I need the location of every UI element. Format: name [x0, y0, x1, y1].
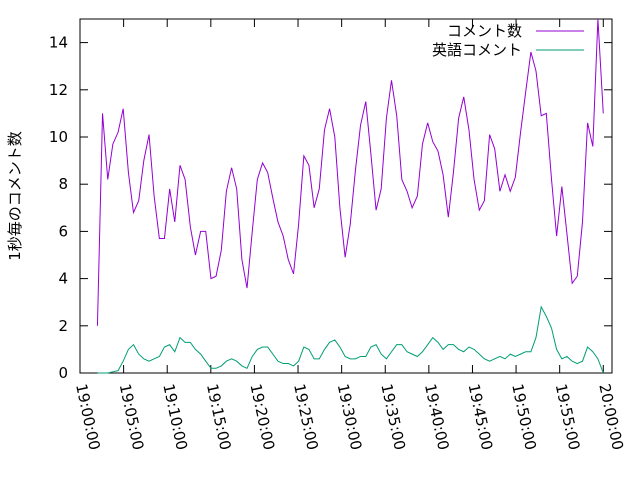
x-tick-label: 19:35:00: [377, 382, 409, 452]
x-tick-label: 19:50:00: [508, 382, 540, 452]
x-tick-label: 19:05:00: [116, 382, 148, 452]
legend-label: 英語コメント: [432, 41, 522, 59]
x-tick-label: 19:55:00: [552, 382, 584, 452]
y-axis-label: 1秒毎のコメント数: [6, 131, 24, 261]
y-tick-label: 2: [58, 317, 68, 335]
x-tick-label: 19:45:00: [465, 382, 497, 452]
x-tick-label: 19:25:00: [290, 382, 322, 452]
y-tick-label: 0: [58, 364, 68, 382]
x-tick-label: 19:30:00: [334, 382, 366, 452]
y-tick-label: 12: [49, 81, 68, 99]
series-line: [97, 305, 604, 374]
x-tick-label: 19:20:00: [247, 382, 279, 452]
x-tick-label: 19:10:00: [159, 382, 191, 452]
y-tick-label: 14: [49, 34, 68, 52]
plot-frame: [79, 18, 613, 374]
y-tick-label: 10: [49, 128, 68, 146]
y-tick-label: 6: [58, 222, 68, 240]
x-tick-label: 19:00:00: [72, 382, 104, 452]
y-tick-label: 8: [58, 175, 68, 193]
x-tick-label: 19:15:00: [203, 382, 235, 452]
x-tick-label: 19:40:00: [421, 382, 453, 452]
x-tick-label: 20:00:00: [595, 382, 627, 452]
legend-label: コメント数: [447, 22, 522, 40]
y-tick-label: 4: [58, 270, 68, 288]
series-line: [96, 18, 604, 326]
